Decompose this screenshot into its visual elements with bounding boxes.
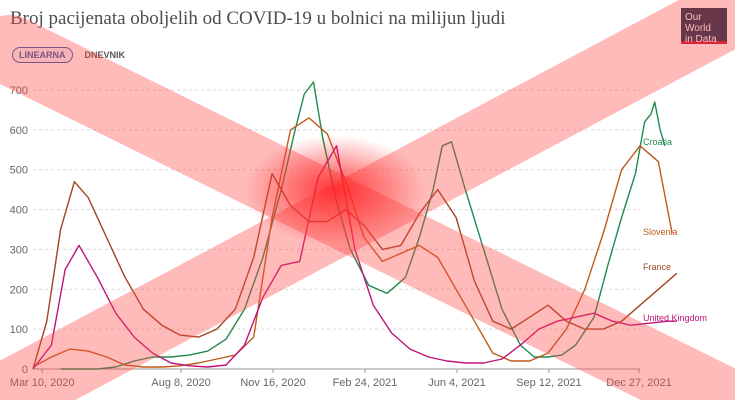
y-tick-label: 600 bbox=[10, 125, 28, 137]
x-tick-label: Mar 10, 2020 bbox=[10, 377, 75, 389]
x-tick-label: Jun 4, 2021 bbox=[428, 377, 486, 389]
x-tick-label: Aug 8, 2020 bbox=[151, 377, 210, 389]
x-axis-ticks: Mar 10, 2020 Aug 8, 2020 Nov 16, 2020 Feb 2… bbox=[10, 369, 672, 389]
chart-title: Broj pacijenata oboljelih od COVID-19 u … bbox=[10, 8, 506, 29]
series-lines bbox=[32, 81, 678, 370]
x-tick-label: Sep 12, 2021 bbox=[516, 377, 581, 389]
y-tick-label: 700 bbox=[10, 85, 28, 97]
series-label-croatia: Croatia bbox=[643, 137, 672, 147]
logo-line-2: in Data bbox=[685, 34, 717, 45]
series-end-labels: Croatia Slovenia France United Kingdom bbox=[643, 137, 707, 323]
scale-toggle: LINEARNA DNEVNIK bbox=[12, 47, 131, 63]
series-line-united-kingdom bbox=[32, 145, 677, 370]
y-tick-label: 400 bbox=[10, 205, 28, 217]
y-tick-label: 0 bbox=[22, 364, 28, 376]
series-line-france bbox=[32, 172, 678, 370]
grid-lines bbox=[33, 89, 640, 370]
series-line-croatia bbox=[60, 81, 666, 370]
x-tick-label: Nov 16, 2020 bbox=[240, 377, 305, 389]
y-axis-ticks: 0 100 200 300 400 500 600 700 bbox=[10, 85, 28, 376]
owid-logo[interactable]: Our World in Data bbox=[681, 8, 727, 45]
x-tick-label: Dec 27, 2021 bbox=[606, 377, 671, 389]
y-tick-label: 100 bbox=[10, 324, 28, 336]
linear-scale-button[interactable]: LINEARNA bbox=[12, 47, 73, 63]
series-label-united-kingdom: United Kingdom bbox=[643, 313, 707, 323]
y-tick-label: 500 bbox=[10, 165, 28, 177]
series-label-france: France bbox=[643, 262, 671, 272]
log-scale-button[interactable]: DNEVNIK bbox=[84, 50, 126, 60]
series-label-slovenia: Slovenia bbox=[643, 227, 678, 237]
logo-line-1: Our World bbox=[685, 12, 711, 34]
y-tick-label: 300 bbox=[10, 244, 28, 256]
y-tick-label: 200 bbox=[10, 284, 28, 296]
x-tick-label: Feb 24, 2021 bbox=[333, 377, 398, 389]
